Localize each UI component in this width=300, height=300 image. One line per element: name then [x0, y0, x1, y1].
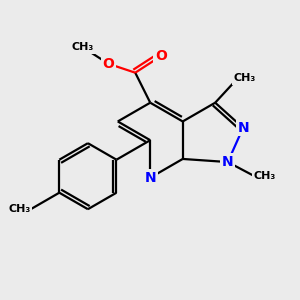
Text: N: N — [144, 171, 156, 185]
Text: CH₃: CH₃ — [8, 204, 31, 214]
Text: CH₃: CH₃ — [233, 73, 255, 83]
Text: O: O — [155, 49, 167, 63]
Text: N: N — [237, 121, 249, 135]
Text: O: O — [102, 57, 114, 71]
Text: N: N — [222, 155, 234, 169]
Text: CH₃: CH₃ — [253, 171, 276, 181]
Text: CH₃: CH₃ — [72, 42, 94, 52]
